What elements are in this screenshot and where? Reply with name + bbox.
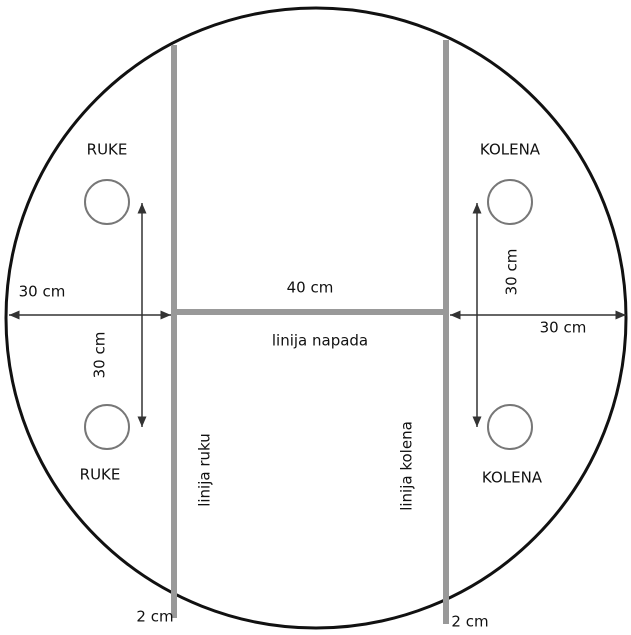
label: linija kolena <box>398 421 416 511</box>
label: RUKE <box>80 466 121 484</box>
label: linija napada <box>272 332 368 350</box>
knee-spot <box>487 404 533 450</box>
label: 2 cm <box>451 613 488 631</box>
field-circle <box>4 6 628 630</box>
label: 40 cm <box>287 279 334 297</box>
label: 30 cm <box>19 283 66 301</box>
label: linija ruku <box>196 433 214 507</box>
label: 30 cm <box>540 319 587 337</box>
knee-spot <box>487 179 533 225</box>
label: 2 cm <box>136 608 173 626</box>
label: 30 cm <box>503 249 521 296</box>
label: KOLENA <box>482 469 543 487</box>
label: RUKE <box>87 141 128 159</box>
label: 30 cm <box>91 332 109 379</box>
label: KOLENA <box>480 141 541 159</box>
hand-spot <box>84 404 130 450</box>
hand-spot <box>84 179 130 225</box>
